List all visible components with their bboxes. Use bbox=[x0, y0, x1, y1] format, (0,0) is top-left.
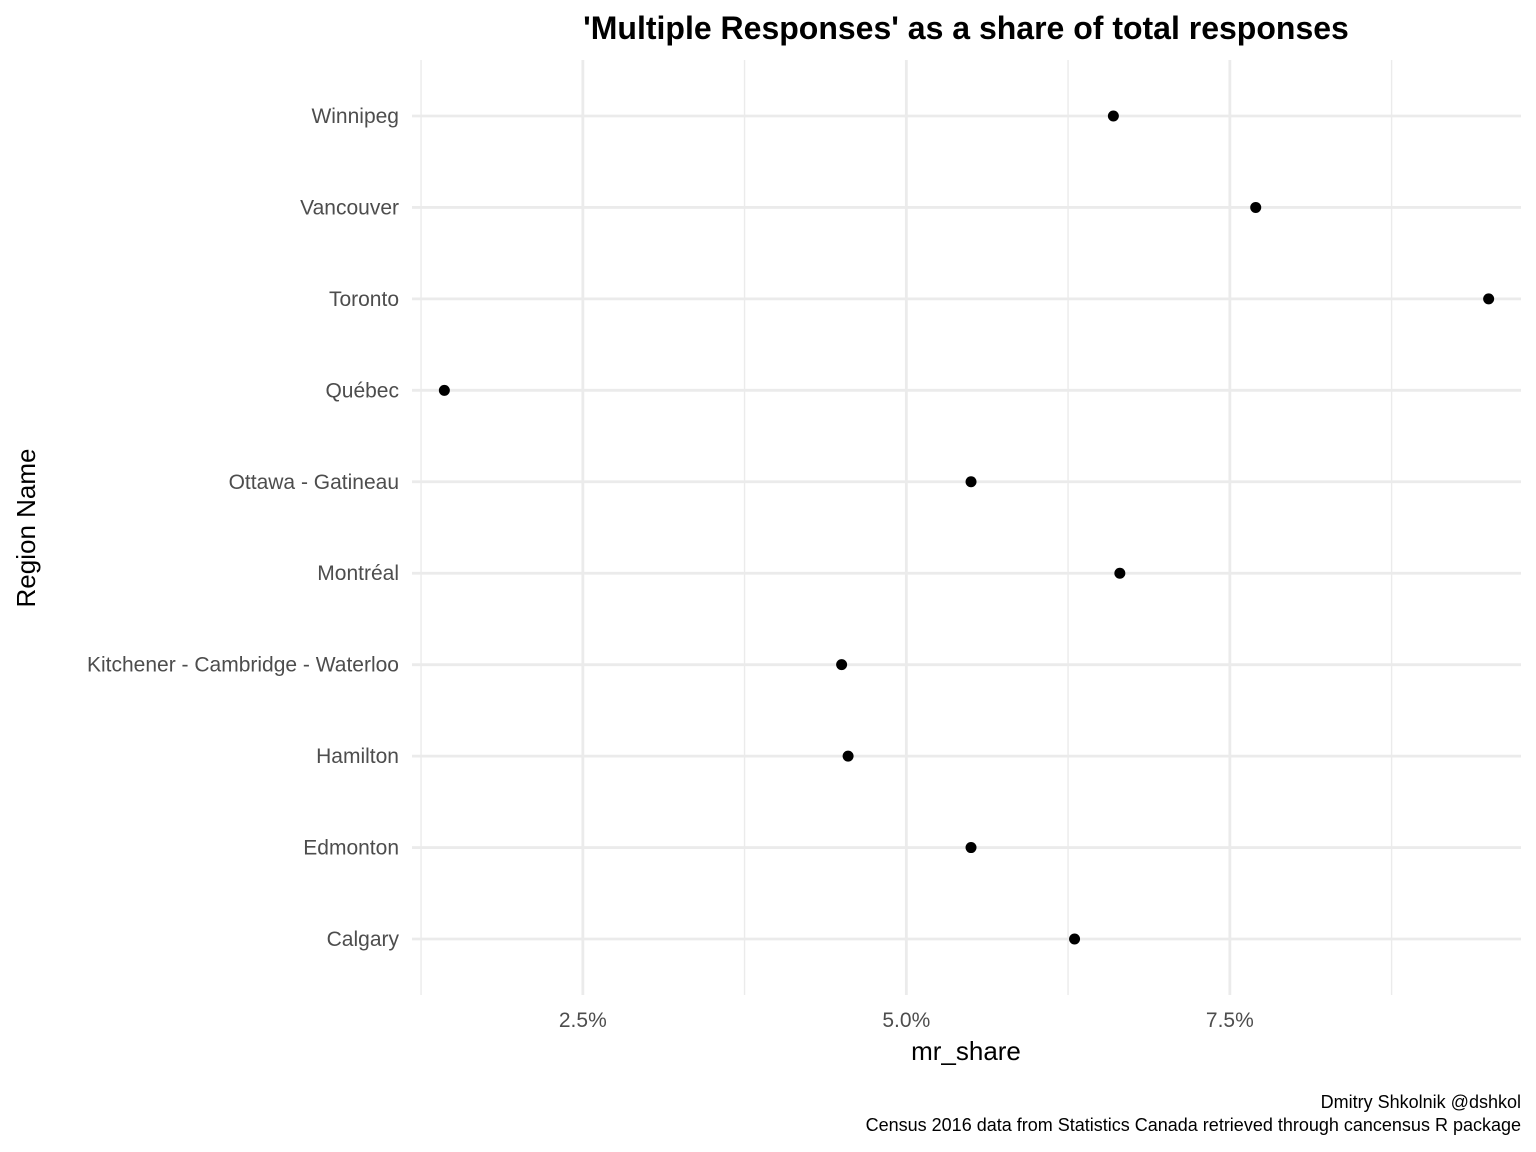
y-axis-tick-labels: Calgary Edmonton Hamilton Kitchener - Cambr… bbox=[87, 105, 400, 951]
y-tick-label: Montréal bbox=[317, 562, 399, 585]
x-axis-title: mr_share bbox=[911, 1036, 1021, 1066]
x-tick-label: 7.5% bbox=[1206, 1009, 1254, 1032]
y-tick-label: Toronto bbox=[329, 288, 399, 311]
y-tick-label: Vancouver bbox=[300, 196, 399, 219]
data-point bbox=[1483, 293, 1495, 305]
data-point bbox=[1069, 933, 1081, 945]
caption-author: Dmitry Shkolnik @dshkol bbox=[1321, 1092, 1521, 1112]
y-tick-label: Winnipeg bbox=[311, 105, 399, 128]
chart-title: 'Multiple Responses' as a share of total… bbox=[583, 10, 1349, 46]
y-axis-title: Region Name bbox=[11, 449, 41, 608]
data-point bbox=[1250, 201, 1262, 213]
y-tick-label: Ottawa - Gatineau bbox=[229, 471, 399, 494]
y-tick-label: Edmonton bbox=[303, 837, 399, 860]
data-point bbox=[1114, 567, 1126, 579]
data-point bbox=[965, 842, 977, 854]
y-tick-label: Québec bbox=[325, 379, 399, 402]
y-tick-label: Kitchener - Cambridge - Waterloo bbox=[87, 654, 399, 677]
caption-source: Census 2016 data from Statistics Canada … bbox=[866, 1115, 1521, 1135]
y-tick-label: Calgary bbox=[327, 928, 400, 951]
y-tick-label: Hamilton bbox=[316, 745, 399, 768]
x-axis-tick-labels: 2.5% 5.0% 7.5% bbox=[559, 1009, 1254, 1032]
minor-gridlines bbox=[420, 60, 1393, 995]
x-tick-label: 2.5% bbox=[559, 1009, 607, 1032]
data-point bbox=[836, 659, 848, 671]
data-point bbox=[438, 384, 450, 396]
major-gridlines bbox=[412, 60, 1521, 995]
data-point bbox=[965, 476, 977, 488]
x-tick-label: 5.0% bbox=[882, 1009, 930, 1032]
data-point bbox=[1107, 110, 1119, 122]
data-points bbox=[438, 110, 1495, 945]
data-point bbox=[842, 750, 854, 762]
